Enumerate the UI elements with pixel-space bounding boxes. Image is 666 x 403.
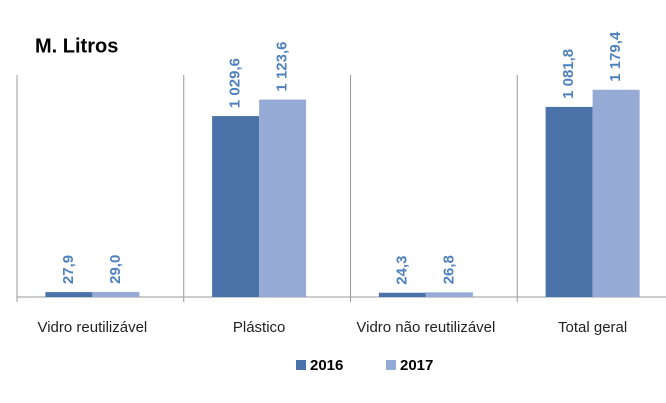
value-label: 26,8	[440, 255, 457, 284]
value-label: 1 123,6	[274, 42, 291, 92]
value-label: 24,3	[393, 256, 410, 285]
bar	[378, 292, 426, 297]
bar	[212, 116, 260, 298]
value-label: 27,9	[60, 255, 77, 284]
bar	[592, 89, 640, 297]
legend-swatch	[386, 360, 396, 370]
x-tick-label: Plástico	[232, 319, 286, 336]
x-tick-label: Vidro não reutilizável	[356, 319, 496, 336]
value-label: 1 179,4	[607, 31, 624, 82]
x-tick-label: Total geral	[558, 319, 628, 336]
bar	[259, 99, 307, 297]
bar	[425, 292, 473, 297]
value-label: 29,0	[107, 255, 124, 284]
value-label: 1 081,8	[560, 49, 577, 99]
bar	[545, 106, 593, 297]
legend-swatch	[296, 360, 306, 370]
bar	[45, 292, 93, 297]
chart-title: M. Litros	[35, 35, 118, 57]
bar	[92, 291, 140, 297]
legend-label: 2016	[310, 357, 343, 374]
value-label: 1 029,6	[227, 58, 244, 108]
legend-label: 2017	[400, 357, 433, 374]
x-tick-label: Vidro reutilizável	[37, 319, 148, 336]
